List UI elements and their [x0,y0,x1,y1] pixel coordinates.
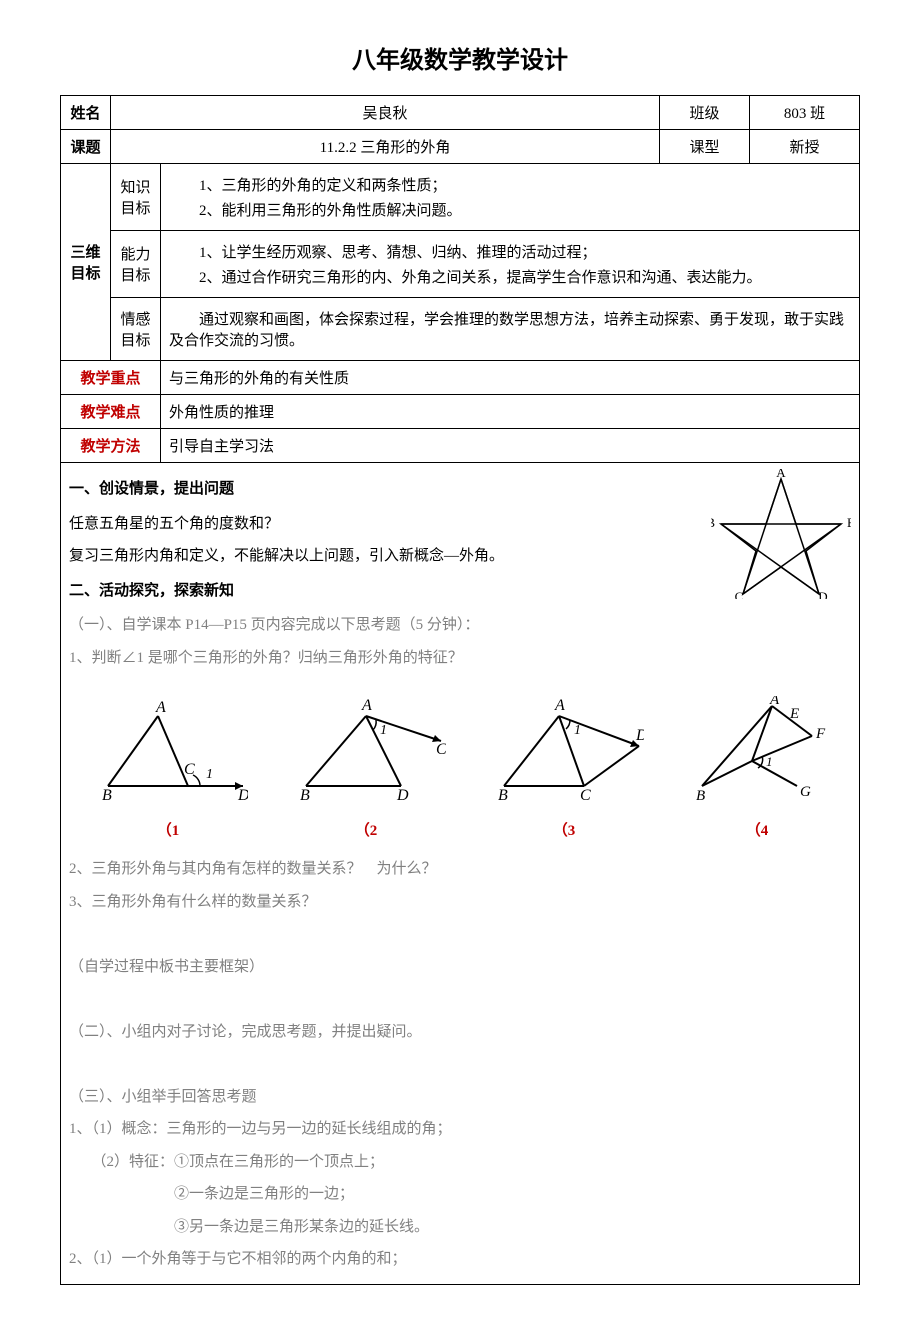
svg-text:A: A [769,696,780,708]
section2-q2: 2、三角形外角与其内角有怎样的数量关系？ 为什么？ [69,855,851,884]
svg-text:A: A [155,699,166,716]
diagram-1-label: （1 [88,817,248,846]
diagram-4: A B F G E 1 （4 [682,696,832,845]
ability-goal-text: 1、让学生经历观察、思考、猜想、归纳、推理的活动过程； 2、通过合作研究三角形的… [161,231,860,298]
svg-text:D: D [237,787,248,804]
svg-text:1: 1 [574,723,581,738]
topic-value: 11.2.2 三角形的外角 [111,130,660,164]
star-vertex-d: D [818,589,827,599]
svg-text:1: 1 [380,723,387,738]
answer1-feature3: ③另一条边是三角形某条边的延长线。 [69,1213,851,1242]
svg-text:1: 1 [206,767,213,782]
svg-text:B: B [498,787,508,804]
diagram-3-label: （3 [484,817,644,846]
keypoint-label: 教学重点 [61,361,161,395]
section2-note: （自学过程中板书主要框架） [69,953,851,982]
emotion-goal-text: 通过观察和画图，体会探索过程，学会推理的数学思想方法，培养主动探索、勇于发现，敢… [161,298,860,361]
section2-q1: 1、判断∠1 是哪个三角形的外角？归纳三角形外角的特征？ [69,644,851,673]
class-value: 803 班 [750,96,860,130]
type-value: 新授 [750,130,860,164]
star-vertex-c: C [735,589,744,599]
knowledge-item-1: 1、三角形的外角的定义和两条性质； [169,174,851,195]
method-label: 教学方法 [61,429,161,463]
diagram-3: A B C D 1 （3 [484,696,644,845]
method-text: 引导自主学习法 [161,429,860,463]
svg-text:1: 1 [766,754,773,769]
name-value: 吴良秋 [111,96,660,130]
diagram-1: A B C 1 D （1 [88,696,248,845]
class-label: 班级 [660,96,750,130]
emotion-goal-label: 情感目标 [111,298,161,361]
answer1-feature-head: （2）特征：①顶点在三角形的一个顶点上； [69,1148,851,1177]
section2-sub3: （三）、小组举手回答思考题 [69,1083,851,1112]
knowledge-goal-text: 1、三角形的外角的定义和两条性质； 2、能利用三角形的外角性质解决问题。 [161,164,860,231]
star-vertex-a: A [776,469,786,480]
topic-label: 课题 [61,130,111,164]
section2-sub2: （二）、小组内对子讨论，完成思考题，并提出疑问。 [69,1018,851,1047]
knowledge-item-2: 2、能利用三角形的外角性质解决问题。 [169,199,851,220]
svg-text:C: C [436,741,446,758]
answer1-concept: 1、（1）概念：三角形的一边与另一边的延长线组成的角； [69,1115,851,1144]
svg-text:A: A [361,697,372,714]
star-vertex-e: E [847,515,851,530]
keypoint-text: 与三角形的外角的有关性质 [161,361,860,395]
svg-text:D: D [635,727,644,744]
svg-text:B: B [102,787,112,804]
svg-text:F: F [815,726,826,742]
svg-text:B: B [696,788,705,804]
diagram-2-label: （2 [286,817,446,846]
svg-text:A: A [554,697,565,714]
exterior-angle-diagrams: A B C 1 D （1 [69,696,851,845]
five-point-star-diagram: A B C D E [711,469,851,610]
svg-text:E: E [789,706,799,722]
page-title: 八年级数学教学设计 [60,40,860,75]
section2-q3: 3、三角形外角有什么样的数量关系？ [69,888,851,917]
name-label: 姓名 [61,96,111,130]
knowledge-goal-label: 知识目标 [111,164,161,231]
lesson-plan-table: 姓名 吴良秋 班级 803 班 课题 11.2.2 三角形的外角 课型 新授 三… [60,95,860,1285]
ability-item-2: 2、通过合作研究三角形的内、外角之间关系，提高学生合作意识和沟通、表达能力。 [169,266,851,287]
svg-text:C: C [580,787,591,804]
answer2: 2、（1）一个外角等于与它不相邻的两个内角的和； [69,1245,851,1274]
svg-text:G: G [800,784,811,800]
difficulty-text: 外角性质的推理 [161,395,860,429]
difficulty-label: 教学难点 [61,395,161,429]
goals-label: 三维目标 [61,164,111,361]
svg-text:D: D [396,787,409,804]
type-label: 课型 [660,130,750,164]
star-vertex-b: B [711,515,715,530]
ability-goal-label: 能力目标 [111,231,161,298]
section2-sub1: （一）、自学课本 P14—P15 页内容完成以下思考题（5 分钟）： [69,611,851,640]
svg-text:B: B [300,787,310,804]
answer1-feature2: ②一条边是三角形的一边； [69,1180,851,1209]
ability-item-1: 1、让学生经历观察、思考、猜想、归纳、推理的活动过程； [169,241,851,262]
svg-text:C: C [184,761,195,778]
lesson-body: A B C D E 一、创设情景，提出问题 任意五角星的五个角的度数和？ 复习三… [61,463,860,1285]
diagram-2: A B C D 1 （2 [286,696,446,845]
diagram-4-label: （4 [682,817,832,846]
